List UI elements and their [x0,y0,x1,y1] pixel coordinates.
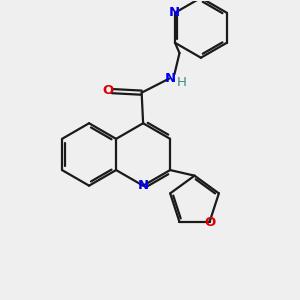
Text: H: H [177,76,187,89]
Text: O: O [204,216,215,229]
Text: N: N [138,179,149,192]
Text: N: N [169,6,180,19]
Text: O: O [103,84,114,97]
Text: N: N [165,72,176,85]
